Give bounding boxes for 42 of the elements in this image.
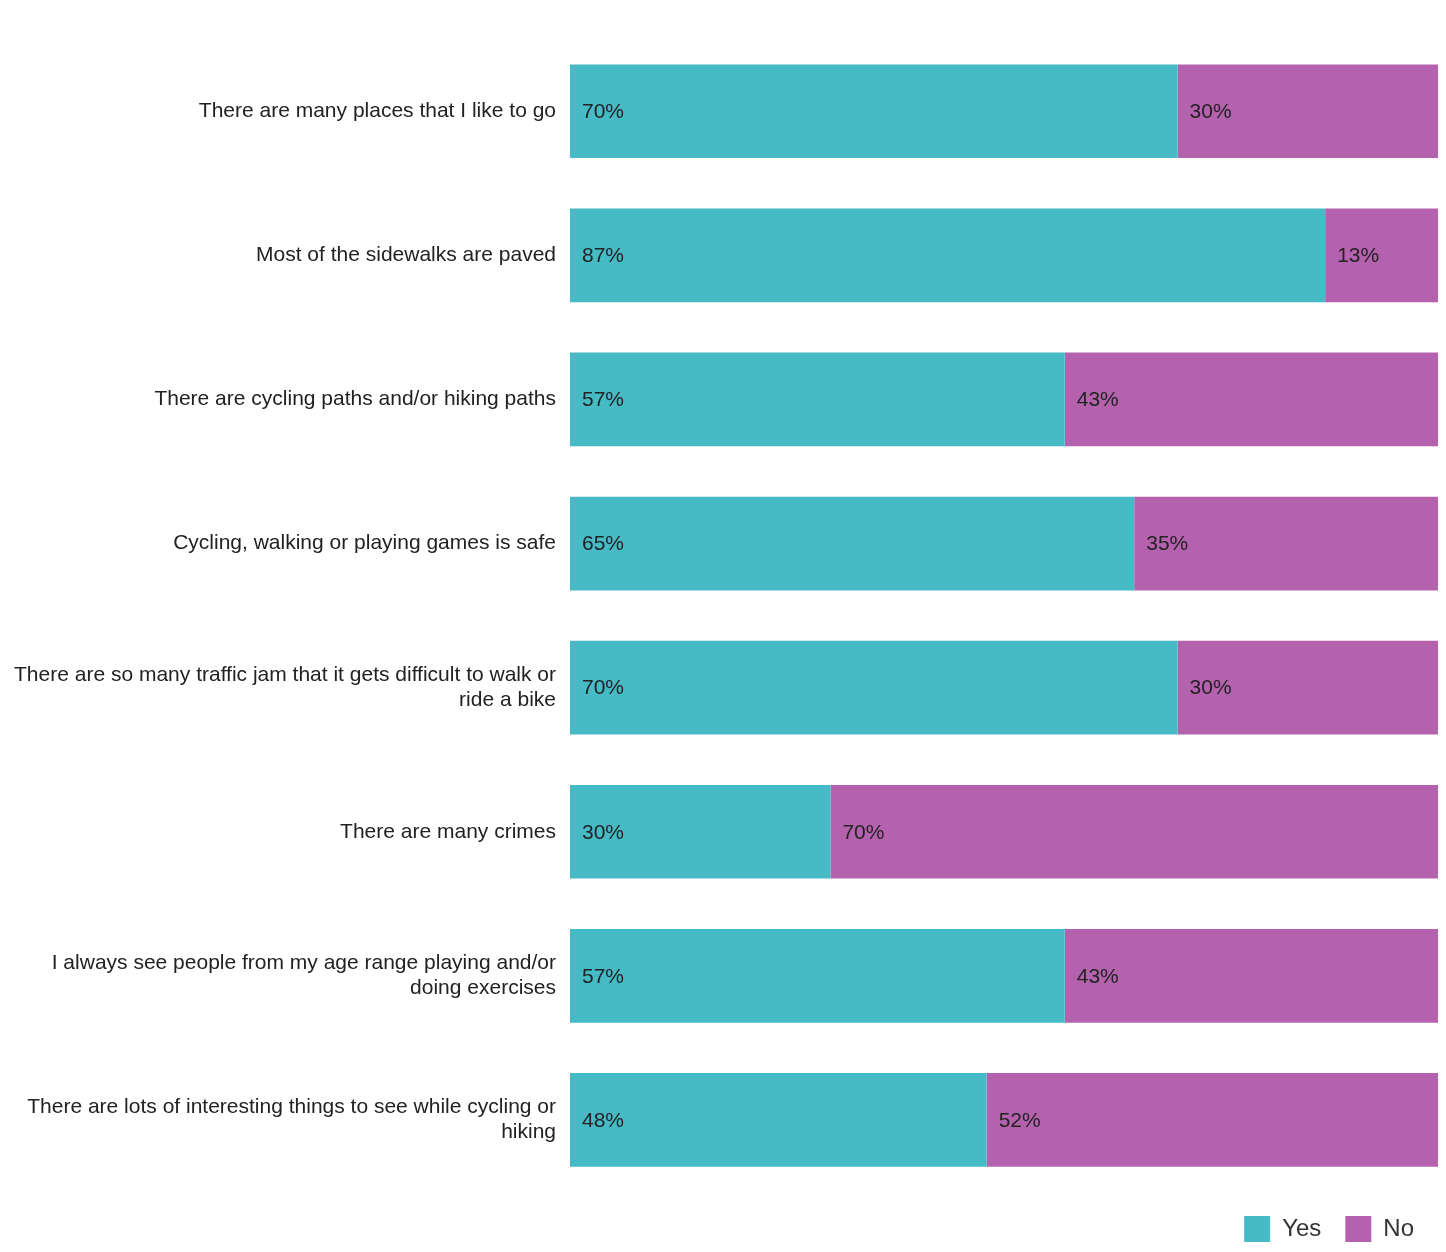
bar <box>570 929 1065 1023</box>
y-tick-label: There are many places that I like to go <box>198 98 556 122</box>
data-label: 30% <box>1189 675 1232 699</box>
bar <box>1177 64 1438 159</box>
data-label: 57% <box>582 963 625 987</box>
y-tick-label: Cycling, walking or playing games is safe <box>173 530 556 554</box>
bar <box>986 1073 1438 1167</box>
data-label: 30% <box>582 819 625 843</box>
data-label: 52% <box>998 1107 1041 1131</box>
bar <box>570 496 1135 591</box>
data-label: 35% <box>1146 531 1189 555</box>
bar <box>1064 352 1438 447</box>
data-label: 87% <box>582 243 625 267</box>
data-label: 70% <box>582 99 625 123</box>
bar <box>570 784 831 879</box>
data-label: 48% <box>582 1107 625 1131</box>
y-tick-label: There are cycling paths and/or hiking paths <box>154 386 556 410</box>
data-label: 13% <box>1337 243 1380 267</box>
legend-label: No <box>1383 1213 1415 1241</box>
data-label: 70% <box>582 675 625 699</box>
bar <box>570 208 1326 303</box>
bar <box>1134 496 1438 591</box>
y-tick-label: There are so many traffic jam that it gets difficult to walk or ride a bike <box>14 661 556 711</box>
y-tick-label: I always see people from my age range playing and/or doing exercises <box>51 950 556 999</box>
data-label: 65% <box>582 531 625 555</box>
data-label: 43% <box>1076 963 1119 987</box>
bar <box>570 352 1065 447</box>
data-label: 70% <box>842 819 885 843</box>
legend-label: Yes <box>1282 1213 1322 1241</box>
bar <box>1177 640 1438 735</box>
bar <box>1325 208 1438 303</box>
bar <box>570 64 1178 159</box>
bar <box>830 784 1438 879</box>
y-tick-label: Most of the sidewalks are paved <box>256 242 556 266</box>
bar <box>1064 929 1438 1023</box>
data-label: 43% <box>1076 387 1119 411</box>
bar <box>570 640 1178 735</box>
y-tick-label: There are many crimes <box>340 818 556 842</box>
y-tick-label: There are lots of interesting things to see while cycling or hiking <box>27 1094 556 1143</box>
bar <box>570 1073 987 1167</box>
data-label: 30% <box>1189 99 1232 123</box>
data-label: 57% <box>582 387 625 411</box>
